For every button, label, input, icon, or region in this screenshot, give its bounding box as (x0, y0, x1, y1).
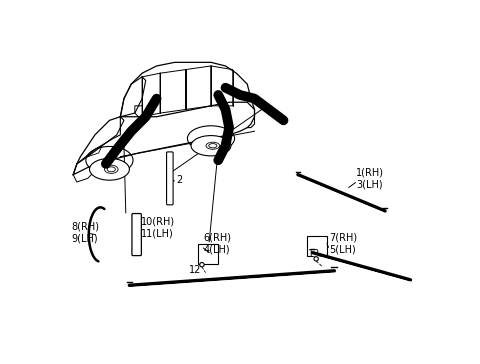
Circle shape (200, 262, 204, 267)
Ellipse shape (191, 135, 231, 156)
Text: 12: 12 (189, 265, 201, 275)
FancyBboxPatch shape (132, 214, 142, 256)
Bar (307, 236, 327, 256)
Text: 8(RH)
9(LH): 8(RH) 9(LH) (72, 222, 99, 244)
Ellipse shape (89, 158, 130, 180)
FancyBboxPatch shape (167, 152, 173, 205)
Text: 2: 2 (177, 175, 183, 185)
Text: 1(RH)
3(LH): 1(RH) 3(LH) (356, 167, 384, 189)
Circle shape (314, 257, 318, 261)
Text: 7(RH)
5(LH): 7(RH) 5(LH) (329, 233, 357, 254)
Text: 6(RH)
4(LH): 6(RH) 4(LH) (204, 233, 232, 254)
Text: 10(RH)
11(LH): 10(RH) 11(LH) (142, 217, 176, 238)
Text: 12: 12 (308, 249, 321, 259)
Bar (198, 244, 218, 264)
